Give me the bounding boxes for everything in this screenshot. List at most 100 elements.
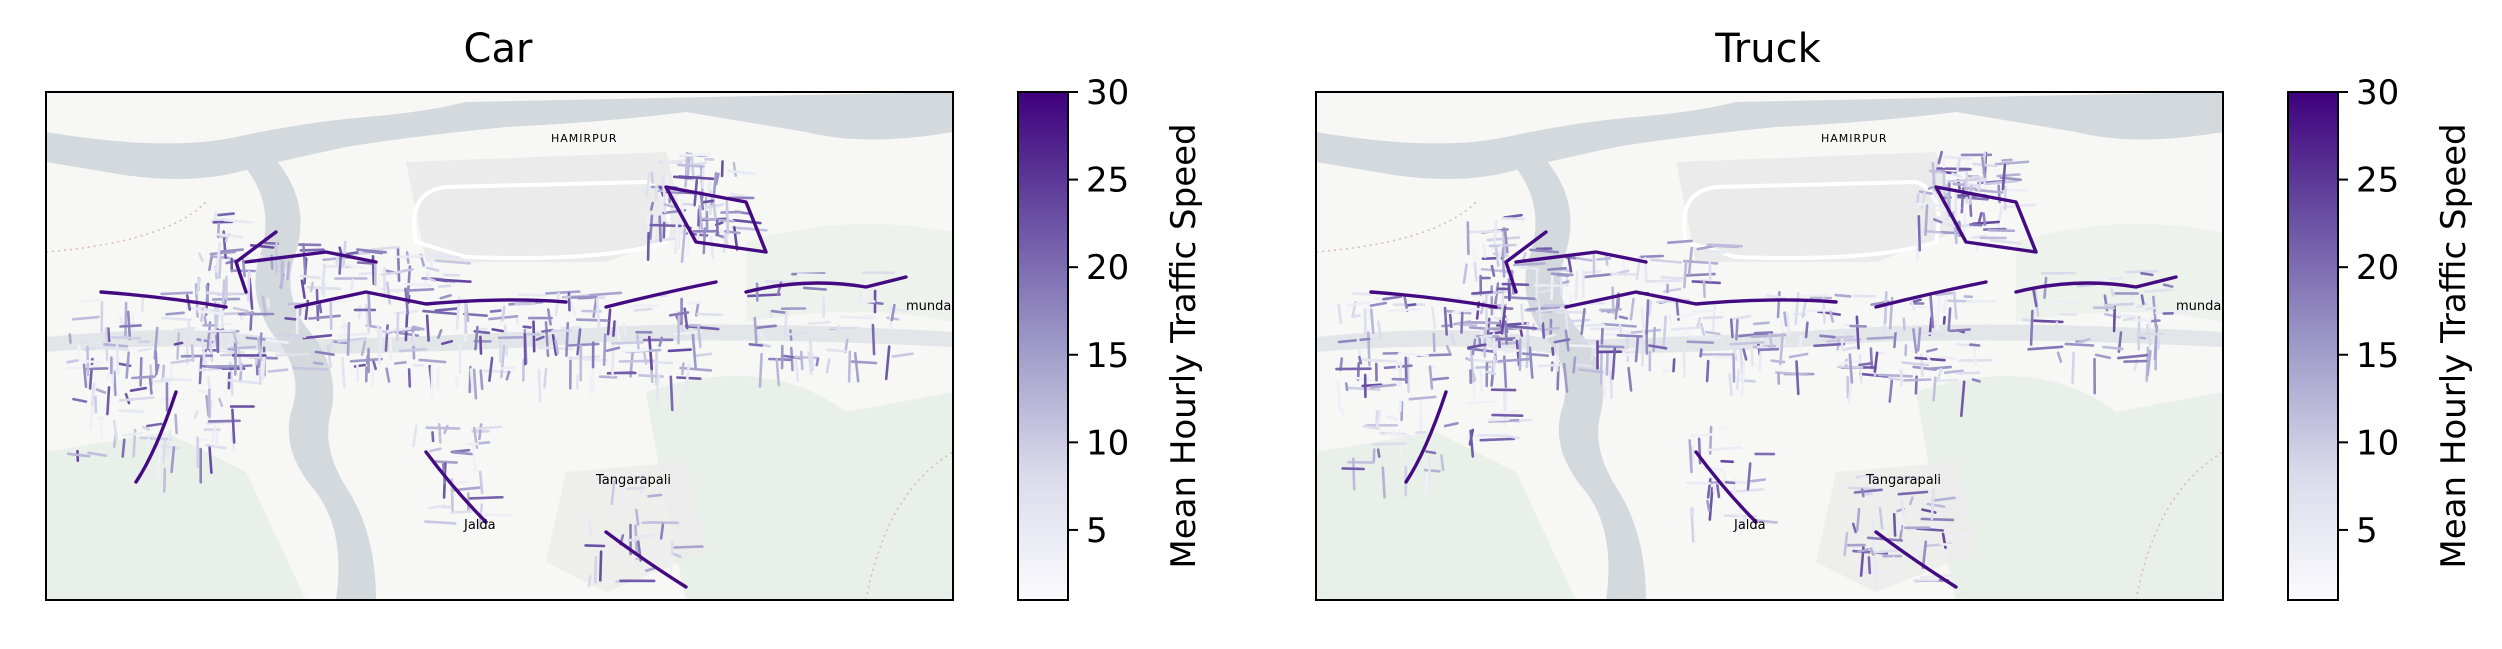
road-segment	[478, 423, 483, 441]
road-segment	[720, 210, 743, 214]
road-segment	[377, 328, 383, 365]
boundary-line	[1315, 201, 1477, 253]
arterial-road	[1934, 185, 2038, 254]
road-segment	[1728, 372, 1733, 396]
road-segment	[1687, 335, 1723, 340]
road-segment	[1899, 368, 1903, 387]
road-segment	[587, 574, 592, 588]
road-segment	[207, 419, 241, 423]
road-segment	[199, 437, 209, 442]
road-segment	[1690, 432, 1714, 438]
road-segment	[2115, 313, 2139, 319]
traffic-road-network	[1335, 150, 2191, 589]
road-segment	[273, 334, 306, 338]
road-segment	[118, 396, 155, 402]
road-segment	[1778, 332, 1785, 366]
road-segment	[1544, 333, 1556, 339]
road-segment	[309, 281, 315, 293]
road-segment	[1748, 478, 1767, 483]
road-segment	[1753, 518, 1778, 524]
road-segment	[1757, 347, 1780, 352]
road-segment	[1547, 266, 1567, 271]
colorbar-tick-label: 10	[1086, 423, 1129, 463]
road-segment	[1381, 466, 1386, 499]
road-segment	[106, 386, 111, 416]
road-segment	[214, 260, 219, 273]
road-segment	[1869, 347, 1874, 370]
road-segment	[1487, 418, 1510, 422]
arterial-road	[134, 390, 178, 484]
road-segment	[1525, 334, 1530, 369]
road-segment	[106, 369, 112, 379]
road-segment	[1485, 370, 1497, 376]
road-segment	[1345, 386, 1381, 391]
road-segment	[440, 339, 454, 346]
road-segment	[1871, 521, 1875, 551]
road-segment	[1947, 307, 1952, 332]
road-segment	[1460, 311, 1464, 334]
road-segment	[1518, 265, 1540, 271]
road-segment	[1843, 531, 1849, 557]
colorbar-tick-label: 15	[1086, 336, 1129, 376]
road-segment	[1574, 363, 1593, 368]
road-segment	[1357, 355, 1363, 365]
road-segment	[2002, 203, 2037, 209]
road-segment	[620, 481, 626, 513]
road-segment	[1513, 262, 1546, 267]
road-segment	[454, 376, 459, 388]
road-segment	[253, 253, 263, 258]
road-segment	[551, 334, 558, 356]
road-segment	[835, 324, 841, 336]
road-segment	[174, 413, 178, 435]
road-segment	[469, 368, 475, 391]
road-segment	[1500, 305, 1507, 335]
road-segment	[702, 227, 707, 255]
road-segment	[1528, 346, 1534, 379]
road-segment	[1959, 380, 1966, 418]
road-segment	[139, 356, 143, 387]
road-segment	[1503, 227, 1509, 254]
colorbar: 30 25 20 15 10 5 Mean Hourly Traffic Speed	[2287, 73, 2474, 601]
road-segment	[725, 199, 730, 235]
road-segment	[1746, 462, 1752, 491]
road-segment	[198, 367, 223, 372]
road-segment	[576, 328, 582, 356]
road-segment	[471, 440, 477, 473]
colorbar-tick-label: 25	[2356, 161, 2399, 201]
road-segment	[1582, 273, 1613, 279]
road-segment	[2146, 349, 2152, 377]
road-segment	[755, 324, 778, 330]
road-segment	[1616, 269, 1630, 275]
colorbar-ticks: 30 25 20 15 10 5	[1068, 73, 1129, 551]
road-segment	[1926, 230, 1942, 234]
road-segment	[1930, 487, 1935, 521]
map-frame	[45, 91, 954, 601]
road-segment	[844, 338, 849, 354]
road-segment	[119, 324, 142, 328]
road-segment	[200, 306, 204, 323]
road-segment	[606, 308, 612, 336]
road-segment	[1466, 221, 1470, 256]
road-segment	[625, 486, 646, 491]
road-segment	[669, 375, 674, 412]
place-label-munda: munda	[2176, 299, 2221, 314]
road-segment	[82, 363, 88, 389]
road-segment	[1376, 448, 1381, 458]
colorbar-tick-label: 15	[2356, 336, 2399, 376]
road-segment	[430, 254, 461, 259]
arterial-road	[744, 275, 908, 294]
road-segment	[472, 368, 478, 400]
road-segment	[1430, 376, 1450, 382]
road-segment	[850, 360, 878, 365]
road-segment	[115, 343, 120, 376]
road-segment	[554, 339, 560, 355]
arterial-road	[234, 230, 278, 294]
arterial-road	[1369, 290, 1498, 309]
road-segment	[1953, 191, 1958, 224]
road-segment	[1352, 292, 1373, 296]
road-segment	[1797, 293, 1830, 298]
road-segment	[478, 440, 491, 445]
road-segment	[190, 344, 195, 362]
road-segment	[1488, 243, 1517, 248]
road-segment	[94, 346, 129, 351]
